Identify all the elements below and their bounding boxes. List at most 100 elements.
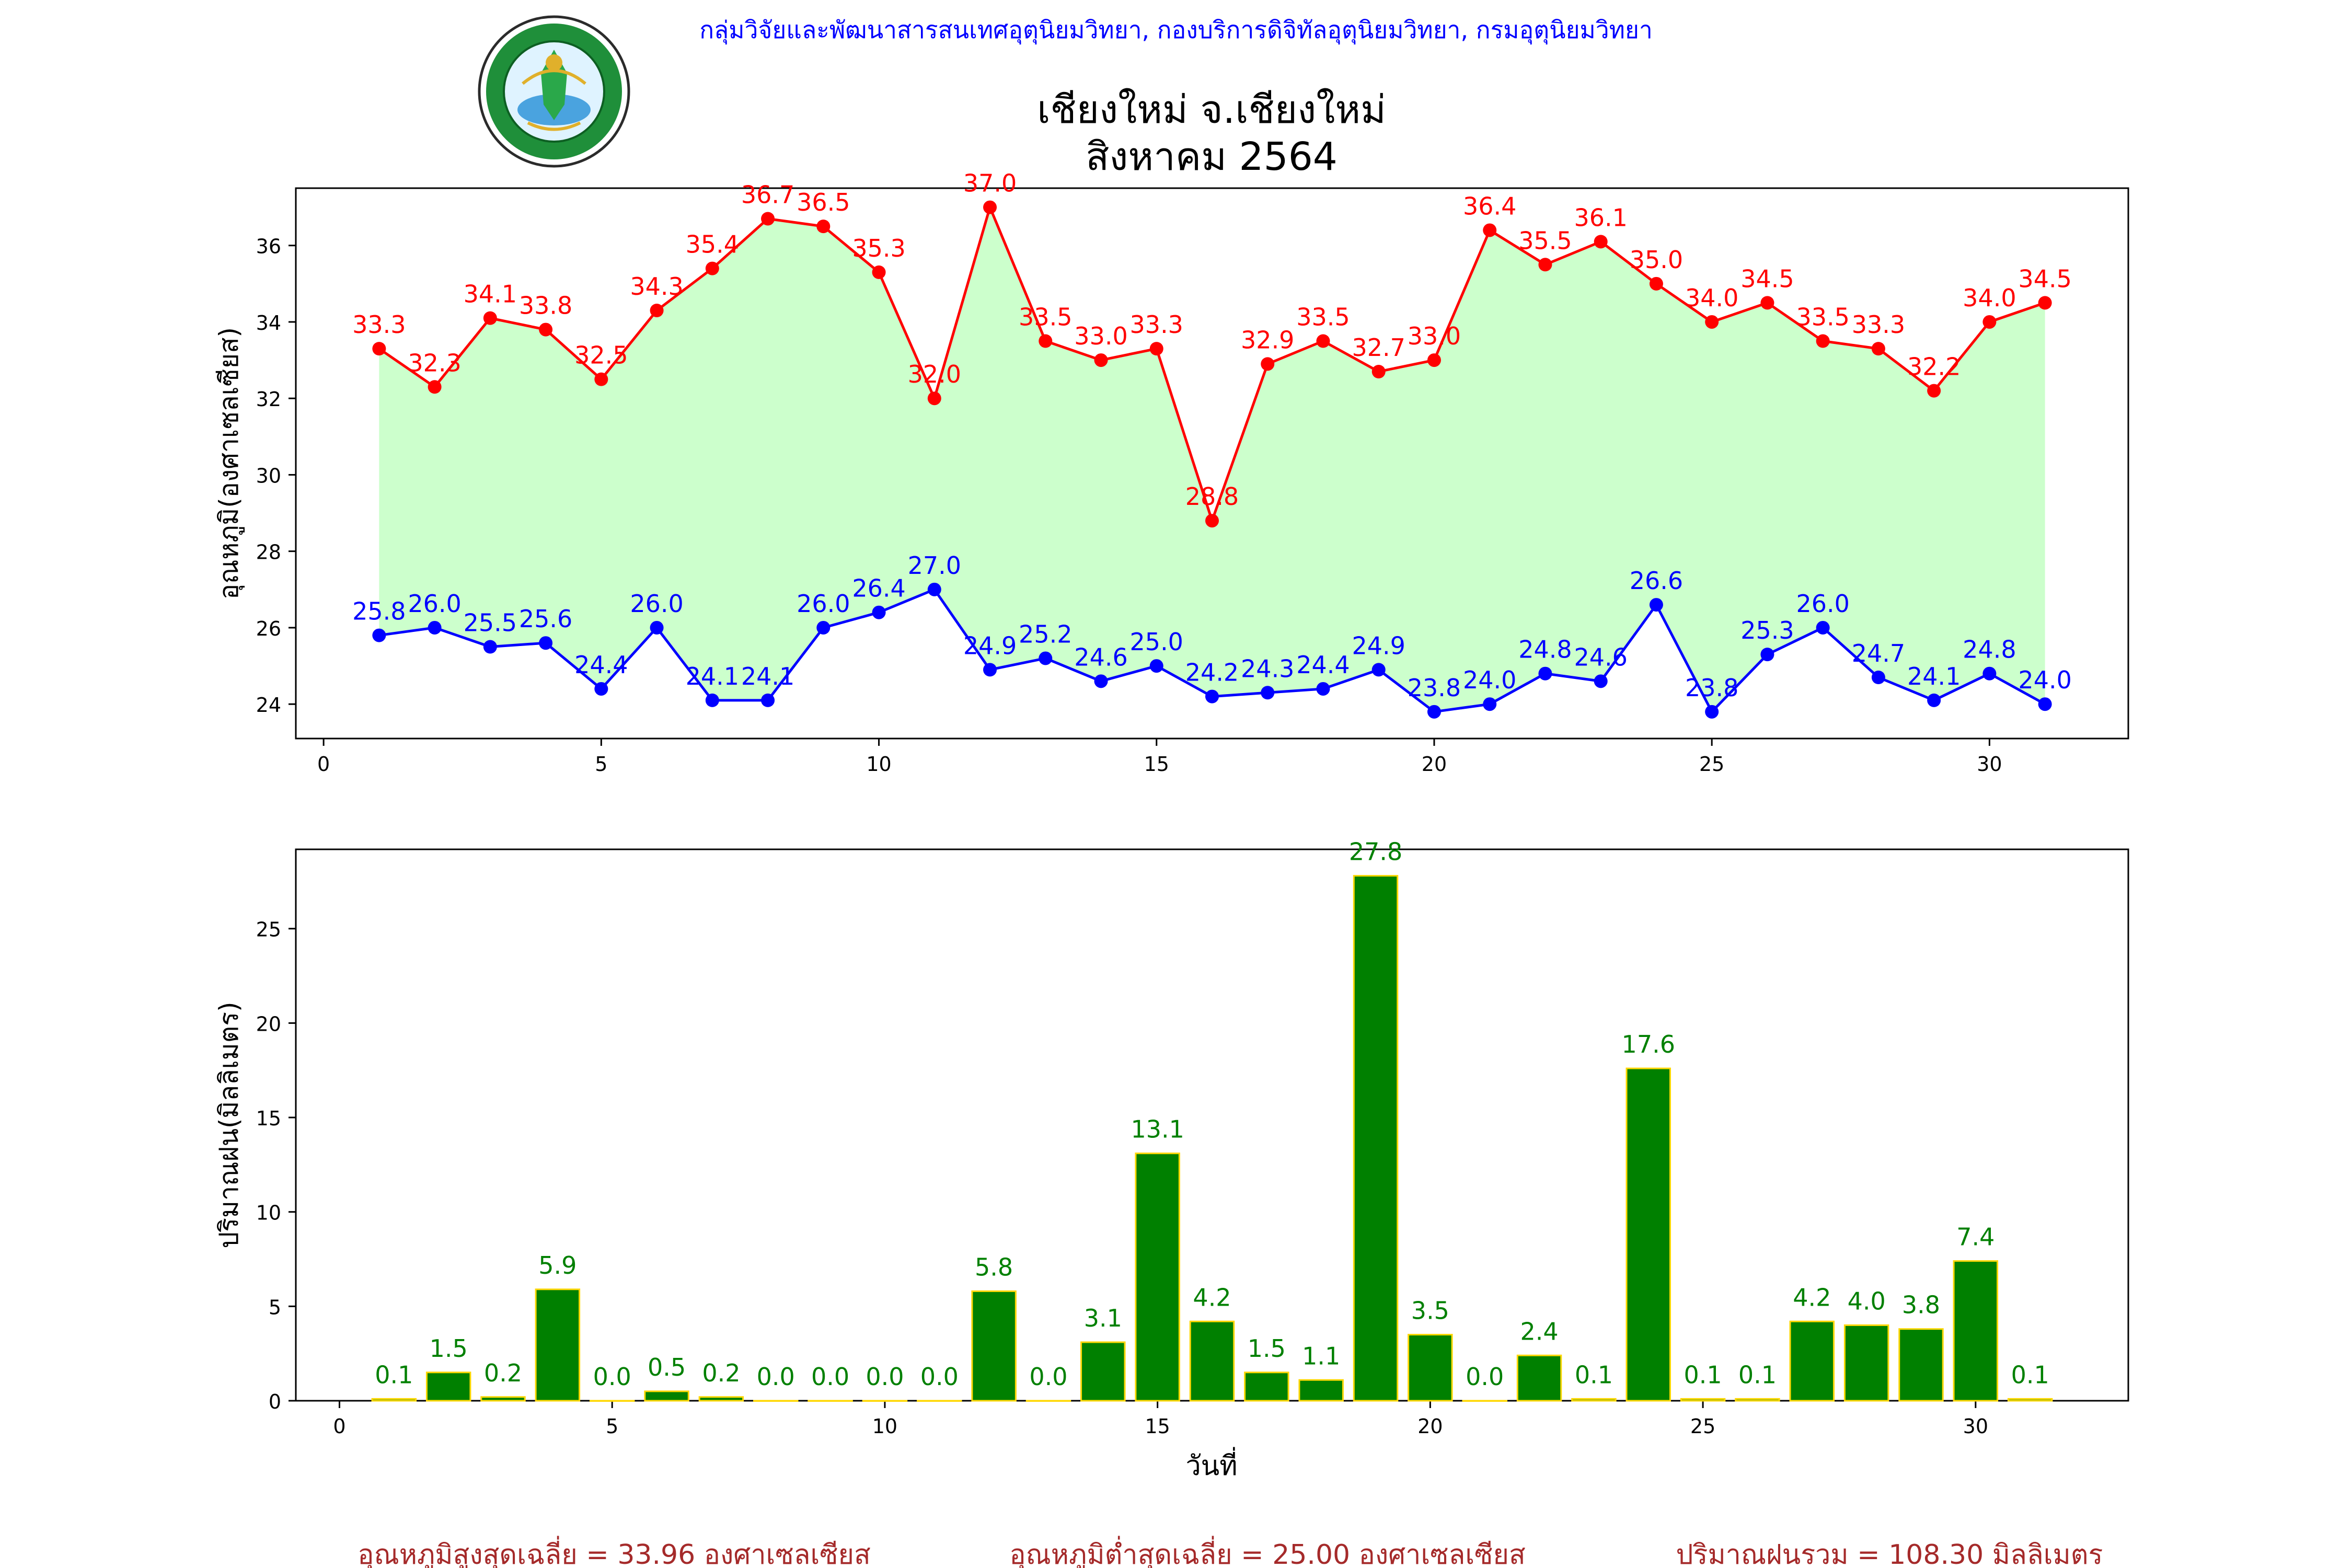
min-temperature-point [1261,686,1275,700]
rainfall-data-label: 0.1 [1684,1361,1722,1389]
temperature-range-area [379,207,2045,712]
rainfall-data-label: 17.6 [1622,1030,1675,1058]
min-temperature-data-label: 24.0 [2018,666,2071,694]
max-temperature-data-label: 35.3 [852,234,905,262]
y-tick-label: 24 [256,694,281,717]
min-temperature-point [816,620,831,635]
max-temperature-data-label: 34.1 [464,280,517,308]
chart-subtitle: สิงหาคม 2564 [1086,134,1338,179]
min-temperature-data-label: 24.6 [1574,643,1627,671]
max-temperature-data-label: 32.9 [1241,326,1294,354]
max-temperature-data-label: 33.5 [1796,303,1849,331]
max-temperature-point [927,391,941,406]
min-temperature-point [1594,674,1608,688]
min-temperature-point [483,640,497,654]
average-min-temperature: อุณหภูมิต่ำสุดเฉลี่ย = 25.00 องศาเซลเซีย… [1009,1536,1525,1568]
min-temperature-data-label: 24.1 [686,662,739,690]
max-temperature-data-label: 36.4 [1463,192,1516,220]
y-tick-label: 10 [256,1202,281,1225]
x-tick-label: 30 [1977,753,2002,776]
max-temperature-point [1927,384,1941,398]
y-tick-label: 34 [256,312,281,335]
max-temperature-point [1705,315,1719,329]
min-temperature-point [539,636,553,650]
rainfall-data-label: 0.1 [1575,1361,1613,1389]
rainfall-data-label: 5.9 [538,1251,577,1279]
rainfall-bar [535,1288,581,1402]
rainfall-data-label: 13.1 [1131,1115,1184,1144]
min-temperature-point [761,693,775,707]
x-tick-label: 20 [1417,1415,1443,1438]
rainfall-bar [1680,1398,1726,1402]
max-temperature-data-label: 36.5 [797,188,850,216]
rainfall-bar [698,1396,744,1402]
max-temperature-series [372,200,2052,528]
max-temperature-data-label: 34.0 [1963,284,2016,312]
rainfall-bar [1080,1341,1126,1402]
min-temperature-data-label: 24.8 [1963,636,2016,664]
total-rainfall: ปริมาณฝนรวม = 108.30 มิลลิเมตร [1676,1539,2103,1568]
min-temperature-data-label: 24.8 [1518,636,1572,664]
min-temperature-point [983,663,997,677]
max-temperature-data-label: 34.5 [2018,264,2071,293]
max-temperature-point [1149,342,1163,356]
min-temperature-data-label: 25.0 [1130,628,1183,656]
y-tick-label: 26 [256,617,281,640]
average-max-temperature: อุณหภูมิสูงสุดเฉลี่ย = 33.96 องศาเซลเซีย… [358,1536,871,1568]
max-temperature-point [483,311,497,325]
min-temperature-point [650,620,664,635]
meteorological-department-logo [478,15,630,168]
y-tick-label: 20 [256,1012,281,1035]
rainfall-data-label: 0.2 [484,1359,522,1387]
rainfall-y-axis-label: ปริมาณฝน(มิลลิเมตร) [214,1001,244,1248]
min-temperature-point [1927,693,1941,707]
rainfall-data-label: 27.8 [1349,838,1402,866]
y-tick-label: 0 [269,1390,281,1413]
min-temperature-data-label: 26.0 [408,590,461,618]
min-temperature-data-label: 26.6 [1630,567,1683,595]
min-temperature-point [1149,659,1163,673]
rainfall-bar [1735,1398,1780,1402]
min-temperature-data-label: 25.2 [1019,620,1072,648]
x-tick-label: 15 [1144,753,1169,776]
max-temperature-point [372,342,386,356]
max-temperature-data-label: 33.0 [1074,322,1127,350]
max-temperature-point [816,220,831,234]
min-temperature-data-label: 25.8 [352,597,406,626]
rainfall-data-label: 7.4 [1956,1223,1994,1251]
max-temperature-point [539,322,553,337]
max-temperature-point [1316,334,1330,348]
org-line: กลุ่มวิจัยและพัฒนาสารสนเทศอุตุนิยมวิทยา,… [699,16,1653,45]
rainfall-bar [1953,1260,1999,1402]
min-temperature-point [1039,651,1053,665]
max-temperature-data-label: 33.3 [1852,310,1905,339]
max-temperature-data-label: 33.5 [1296,303,1350,331]
rainfall-bar [1625,1067,1671,1402]
min-temperature-data-label: 24.1 [1907,662,1961,690]
min-temperature-point [1483,697,1497,711]
max-temperature-point [1371,365,1386,378]
min-temperature-point [1538,666,1552,681]
min-temperature-point [1705,705,1719,719]
min-temperature-point [872,605,886,619]
max-temperature-point [2038,296,2052,310]
max-temperature-data-label: 34.0 [1685,284,1738,312]
rainfall-data-label: 0.0 [811,1363,849,1391]
min-temperature-point [1205,689,1219,704]
max-temperature-point [1594,235,1608,249]
plot-frame [295,187,2129,740]
min-temperature-data-label: 23.8 [1408,674,1461,702]
max-temperature-data-label: 32.3 [408,349,461,377]
rainfall-data-label: 2.4 [1520,1317,1558,1345]
max-temperature-data-label: 32.0 [908,360,961,388]
rainfall-data-label: 0.1 [375,1361,413,1389]
y-tick-label: 32 [256,388,281,411]
min-temperature-point [1649,598,1663,612]
max-temperature-point [705,261,719,275]
rainfall-bar [1353,875,1399,1402]
min-temperature-data-label: 24.4 [1296,651,1350,679]
min-temperature-point [705,693,719,707]
rainfall-bar [1135,1152,1180,1402]
rainfall-bar [1244,1371,1289,1402]
